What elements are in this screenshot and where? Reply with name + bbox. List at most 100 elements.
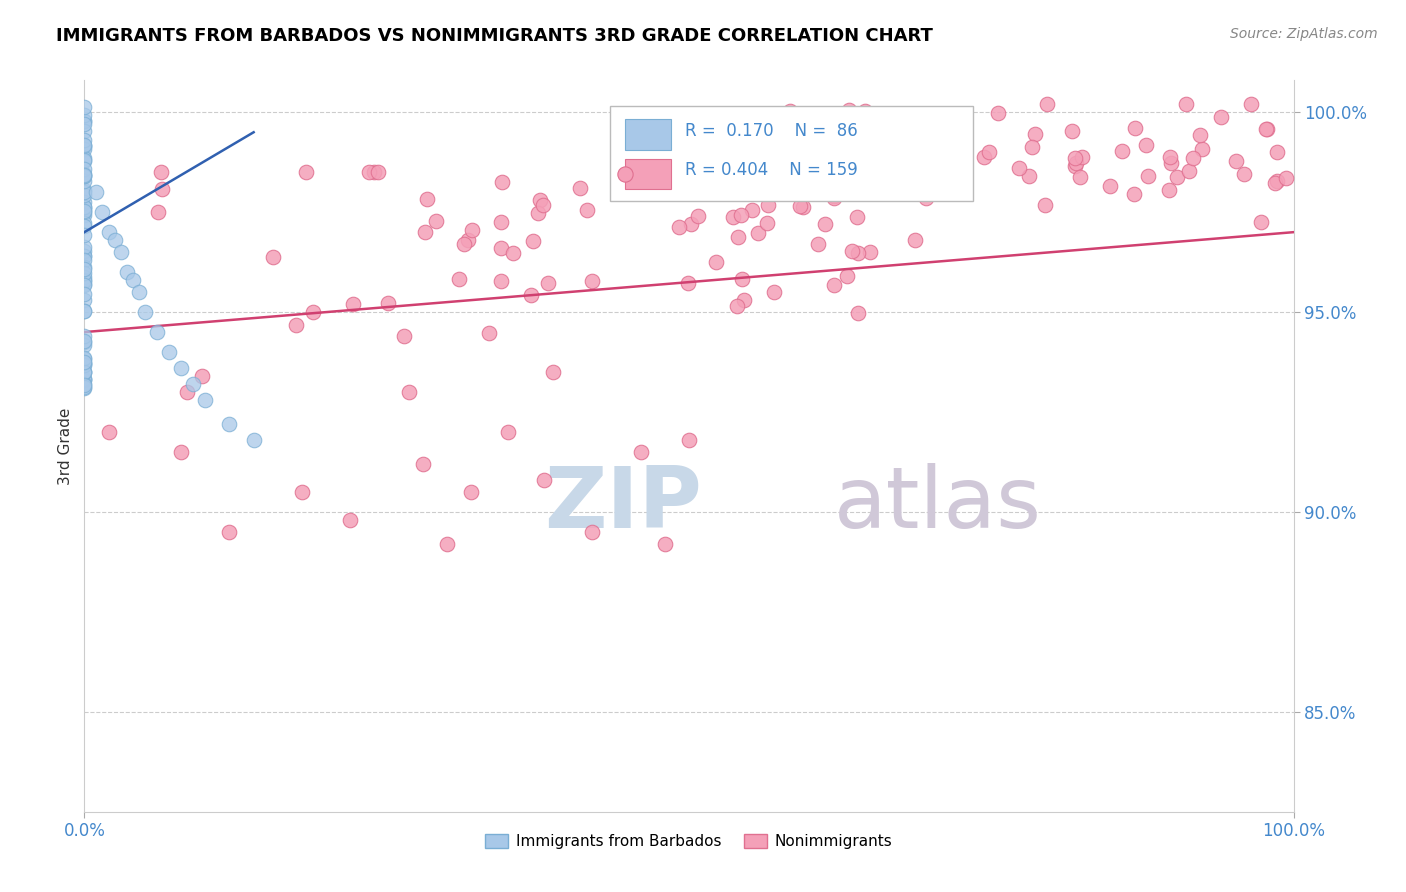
Point [285, 318, 308, 333]
Point [773, 150, 796, 164]
Point [1225, 154, 1247, 169]
Point [823, 188, 845, 202]
Point [73, 293, 96, 308]
Legend: Immigrants from Barbados, Nonimmigrants: Immigrants from Barbados, Nonimmigrants [479, 828, 898, 855]
Point [73, 153, 96, 168]
Point [73, 167, 96, 181]
Point [73, 335, 96, 350]
Point [1064, 159, 1087, 173]
Point [1123, 121, 1146, 136]
Point [904, 233, 927, 247]
Point [73, 173, 96, 187]
Point [841, 244, 863, 258]
Point [1233, 167, 1256, 181]
Point [569, 181, 592, 195]
Point [73, 378, 96, 392]
Point [815, 135, 838, 149]
Point [1111, 144, 1133, 158]
Point [749, 142, 772, 156]
Point [73, 372, 96, 386]
Point [845, 144, 868, 158]
Point [73, 182, 96, 196]
Point [763, 285, 786, 299]
Point [181, 377, 204, 392]
Point [149, 165, 172, 179]
Point [908, 158, 931, 172]
Point [741, 202, 763, 217]
Text: R =  0.170    N =  86: R = 0.170 N = 86 [685, 122, 858, 140]
Point [73, 117, 96, 131]
Point [157, 345, 180, 359]
Point [681, 217, 703, 231]
Point [1265, 145, 1288, 159]
Point [170, 445, 193, 459]
Point [73, 227, 96, 242]
Point [73, 153, 96, 167]
Point [723, 211, 745, 225]
Point [897, 162, 920, 177]
Point [460, 485, 482, 500]
Point [678, 276, 700, 290]
Point [73, 351, 96, 366]
Point [73, 249, 96, 263]
Point [262, 250, 284, 264]
Point [897, 160, 920, 174]
Point [1063, 151, 1085, 165]
Point [756, 216, 779, 230]
Point [73, 217, 96, 231]
Point [73, 132, 96, 146]
Point [1275, 171, 1298, 186]
Point [363, 165, 385, 179]
Point [1209, 110, 1232, 124]
Point [1191, 142, 1213, 156]
Point [1174, 97, 1197, 112]
Point [986, 106, 1008, 120]
Point [489, 241, 512, 255]
FancyBboxPatch shape [624, 119, 671, 150]
Point [1135, 138, 1157, 153]
Point [73, 205, 96, 219]
Point [134, 305, 156, 319]
Point [73, 208, 96, 222]
Point [302, 305, 325, 319]
Point [73, 287, 96, 301]
Point [73, 188, 96, 202]
Point [1036, 97, 1059, 112]
Point [1159, 150, 1181, 164]
Point [891, 108, 914, 122]
Point [73, 274, 96, 288]
Point [1178, 163, 1201, 178]
Point [718, 145, 741, 160]
Point [520, 288, 543, 302]
Point [104, 233, 127, 247]
Point [904, 166, 927, 180]
Point [938, 142, 960, 156]
Point [73, 253, 96, 268]
Point [1264, 176, 1286, 190]
Point [1024, 127, 1046, 141]
Point [170, 361, 193, 376]
Point [977, 145, 1000, 159]
Point [73, 328, 96, 343]
Point [848, 245, 870, 260]
Point [859, 244, 882, 259]
Point [73, 168, 96, 182]
Point [730, 209, 752, 223]
Point [1182, 151, 1205, 165]
Point [733, 293, 755, 307]
Point [73, 334, 96, 348]
Point [763, 154, 786, 169]
Point [73, 304, 96, 318]
Text: ZIP: ZIP [544, 463, 702, 546]
Point [845, 163, 868, 178]
Point [73, 373, 96, 387]
Point [1069, 170, 1091, 185]
Point [1060, 124, 1083, 138]
Point [73, 377, 96, 392]
Point [731, 272, 754, 286]
Point [1018, 169, 1040, 184]
Text: IMMIGRANTS FROM BARBADOS VS NONIMMIGRANTS 3RD GRADE CORRELATION CHART: IMMIGRANTS FROM BARBADOS VS NONIMMIGRANT… [56, 27, 934, 45]
Point [73, 261, 96, 276]
Point [121, 273, 143, 287]
Point [789, 199, 811, 213]
